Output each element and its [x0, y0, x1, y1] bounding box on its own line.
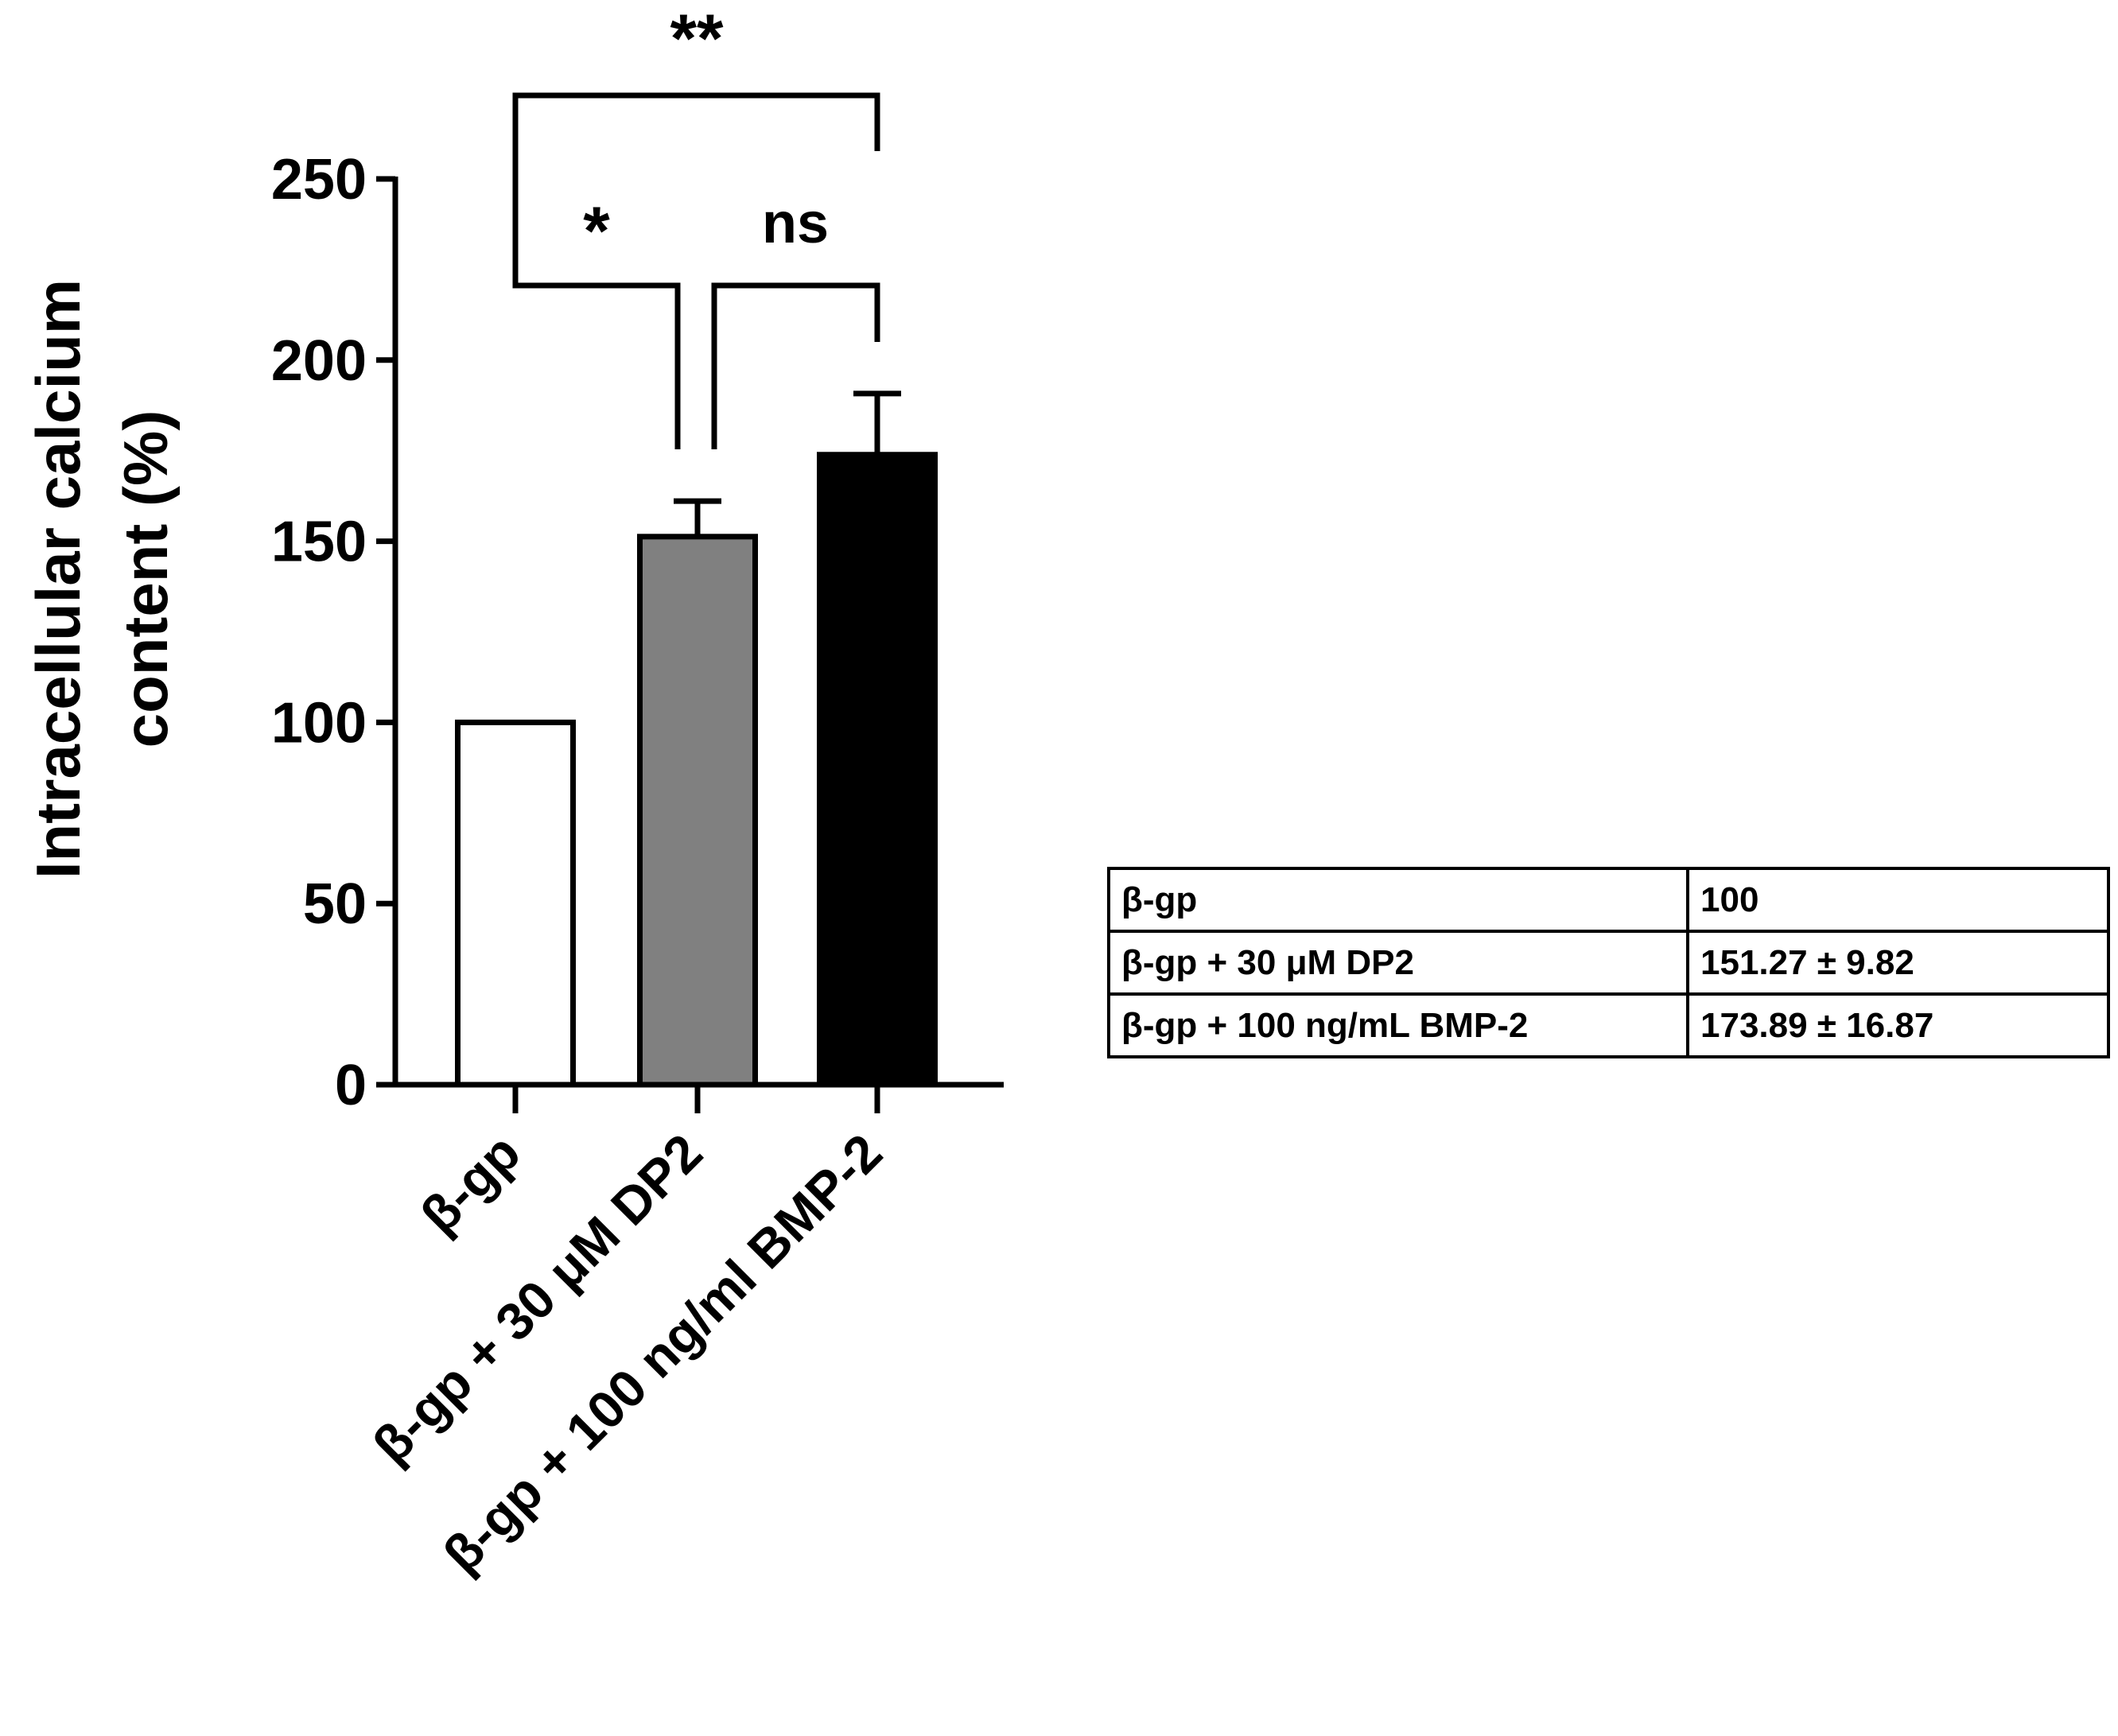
bar: [637, 534, 758, 1088]
summary-table: β-gp 100 β-gp + 30 μM DP2 151.27 ± 9.82 …: [1107, 867, 2110, 1058]
x-tick-label: β-gp + 30 μM DP2: [361, 1123, 713, 1475]
y-axis-title: Intracellular calcium content (%): [23, 279, 181, 879]
significance-brackets: [512, 92, 880, 449]
table-cell-group: β-gp + 100 ng/mL BMP-2: [1107, 992, 1689, 1058]
y-tick-label: 150: [271, 511, 367, 574]
table-row: β-gp 100: [1107, 867, 2110, 933]
y-tick-label: 50: [303, 872, 367, 936]
table-cell-value: 100: [1686, 867, 2110, 933]
y-tick-label: 0: [335, 1054, 367, 1117]
y-tick-label: 100: [271, 691, 367, 755]
table-cell-value: 151.27 ± 9.82: [1686, 930, 2110, 996]
significance-label: **: [670, 1, 724, 77]
table-row: β-gp + 30 μM DP2 151.27 ± 9.82: [1107, 930, 2110, 996]
table-row: β-gp + 100 ng/mL BMP-2 173.89 ± 16.87: [1107, 992, 2110, 1058]
significance-bracket: [512, 92, 880, 239]
x-tick-label: β-gp: [410, 1123, 531, 1245]
significance-label: *: [583, 193, 610, 270]
bars-layer: [455, 390, 938, 1088]
y-axis-title-line: content (%): [111, 410, 181, 748]
y-axis-title-line: Intracellular calcium: [23, 279, 93, 879]
table-cell-value: 173.89 ± 16.87: [1686, 992, 2110, 1058]
significance-label: ns: [762, 192, 829, 255]
table-cell-group: β-gp + 30 μM DP2: [1107, 930, 1689, 996]
significance-bracket: [512, 239, 681, 449]
bar: [817, 452, 938, 1088]
table-cell-group: β-gp: [1107, 867, 1689, 933]
y-tick-label: 200: [271, 329, 367, 393]
bar: [455, 719, 576, 1088]
y-tick-label: 250: [271, 148, 367, 212]
significance-bracket: [711, 282, 880, 449]
